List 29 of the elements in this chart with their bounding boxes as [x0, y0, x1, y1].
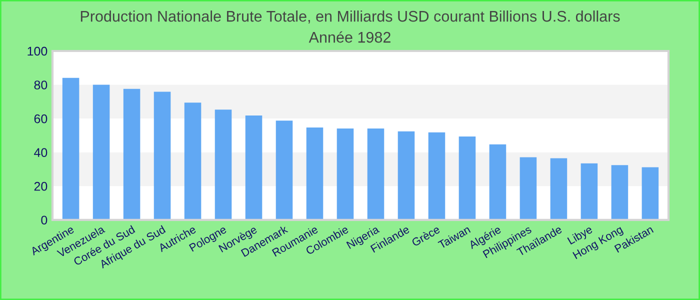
y-tick-label: 0 [41, 216, 48, 225]
bar [398, 131, 415, 220]
bar [336, 128, 354, 220]
bar [520, 157, 537, 220]
bar [245, 116, 262, 220]
y-tick-label: 100 [28, 46, 48, 56]
bar [184, 102, 202, 220]
bar [306, 128, 324, 220]
bar [489, 144, 506, 220]
y-tick-label: 40 [34, 148, 48, 157]
bar [123, 88, 140, 220]
bar [367, 128, 384, 220]
bar [92, 84, 110, 220]
chart-subtitle: Année 1982 [308, 31, 390, 43]
bar [62, 78, 80, 220]
chart-title: Production Nationale Brute Totale, en Milliards USD courant Billions U.S. dollars [80, 10, 620, 24]
bar [276, 120, 293, 220]
y-tick-label: 80 [34, 80, 48, 90]
y-tick-label: 60 [34, 114, 48, 124]
bar [580, 163, 598, 220]
bar [611, 165, 628, 220]
x-tick-label: Grèce [410, 224, 440, 247]
bar [214, 110, 232, 220]
bar [458, 136, 476, 220]
y-tick-label: 20 [34, 182, 48, 191]
bar [550, 158, 568, 220]
bar [154, 92, 171, 220]
bar [642, 167, 659, 220]
bar [428, 132, 446, 220]
